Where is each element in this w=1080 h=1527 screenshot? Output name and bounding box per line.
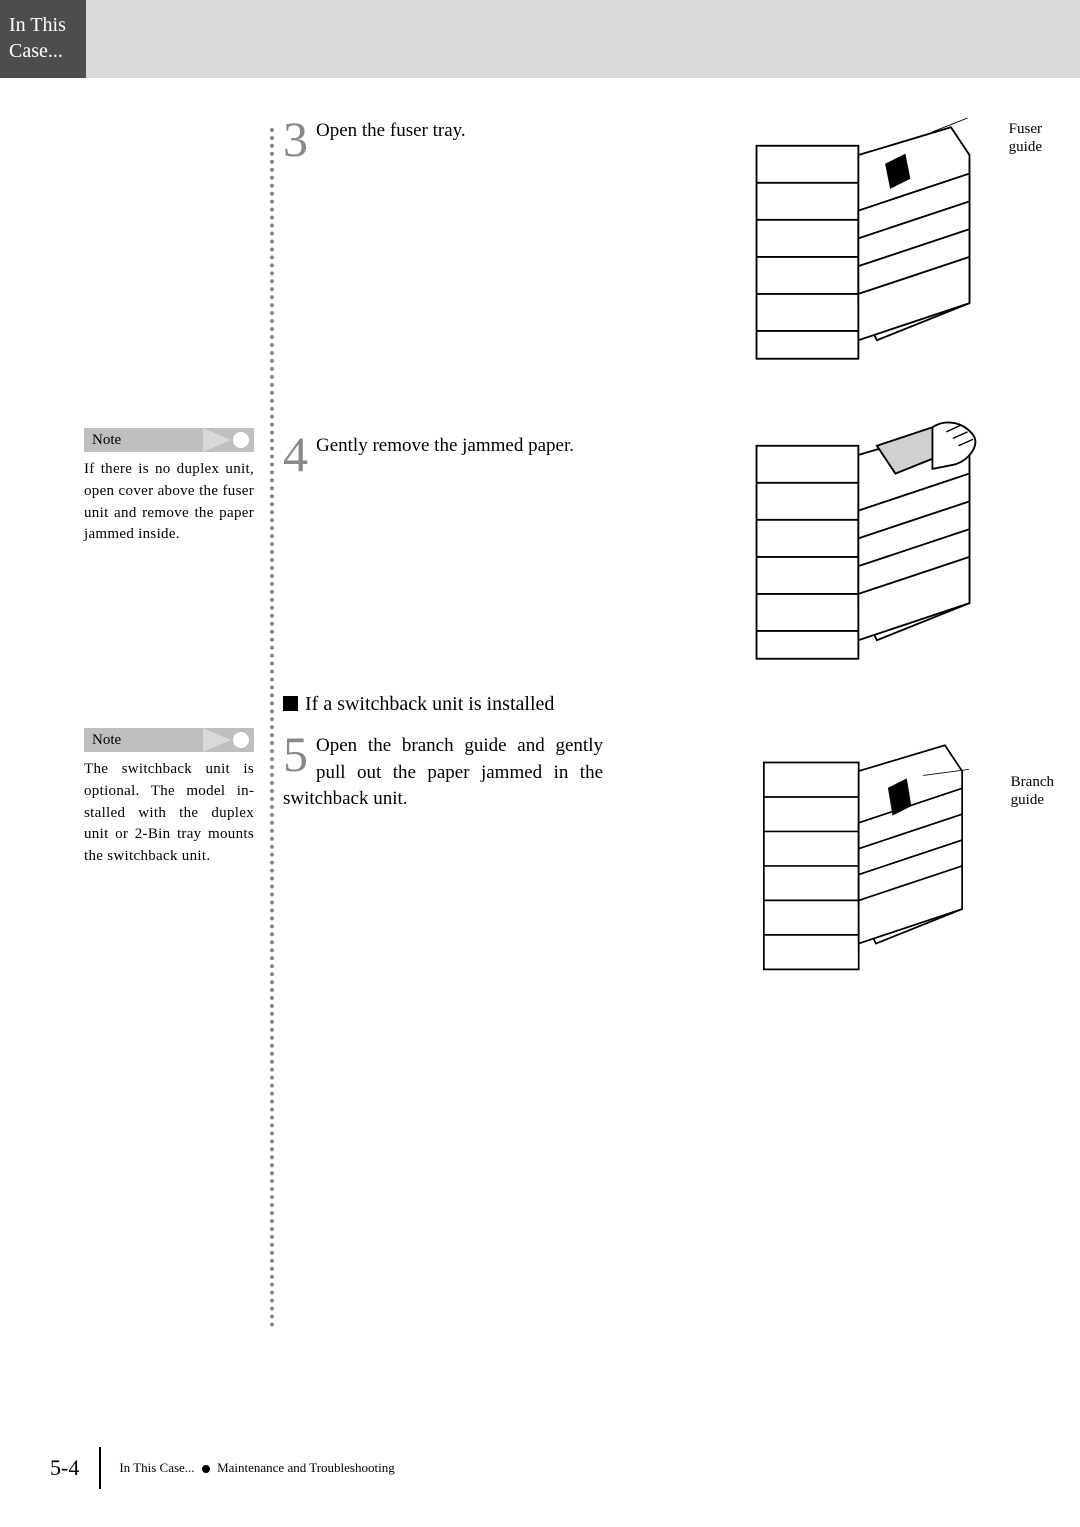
label-branch-guide: Branchguide — [1011, 773, 1054, 809]
note-header: Note — [84, 428, 254, 452]
footer-chapter: Maintenance and Troubleshooting — [217, 1460, 395, 1475]
illustration-remove-paper — [738, 418, 988, 668]
step-4: 4 Gently remove the jammed pa­per. — [283, 433, 603, 476]
illustration-fuser-tray — [738, 118, 988, 368]
label-text: Branchguide — [1011, 774, 1054, 808]
subheading-switchback: If a switchback unit is installed — [283, 693, 554, 716]
step-number: 3 — [283, 118, 308, 161]
note-box-1: Note If there is no duplex unit, open co… — [84, 428, 254, 546]
note-body: If there is no duplex unit, open cover a… — [84, 459, 254, 546]
footer-breadcrumb: In This Case... Maintenance and Troubles… — [119, 1460, 394, 1476]
step-text: Open the branch guide and gen­tly pull o… — [283, 733, 603, 813]
page-number: 5-4 — [50, 1455, 79, 1481]
step-number: 5 — [283, 733, 308, 776]
note-label: Note — [92, 732, 121, 748]
dotted-divider — [270, 128, 274, 1328]
section-tab: In This Case... — [0, 0, 86, 78]
footer-section: In This Case... — [119, 1460, 194, 1475]
label-fuser-guide: Fuserguide — [1009, 120, 1042, 156]
note-header: Note — [84, 728, 254, 752]
note-box-2: Note The switchback unit is optional. Th… — [84, 728, 254, 868]
tab-line1: In This — [9, 14, 66, 36]
label-text: Fuserguide — [1009, 121, 1042, 155]
illustration-branch-guide — [738, 728, 988, 978]
page-footer: 5-4 In This Case... Maintenance and Trou… — [50, 1447, 395, 1489]
header-bar: In This Case... — [0, 0, 1080, 78]
note-body: The switchback unit is optional. The mod… — [84, 759, 254, 868]
step-text: Open the fuser tray. — [283, 118, 603, 145]
step-number: 4 — [283, 433, 308, 476]
footer-separator — [99, 1447, 101, 1489]
bullet-icon — [202, 1465, 210, 1473]
step-5: 5 Open the branch guide and gen­tly pull… — [283, 733, 603, 813]
tab-line2: Case... — [9, 40, 63, 62]
subheading-text: If a switchback unit is installed — [305, 693, 554, 715]
step-3: 3 Open the fuser tray. — [283, 118, 603, 161]
note-label: Note — [92, 432, 121, 448]
square-bullet-icon — [283, 696, 298, 711]
step-text: Gently remove the jammed pa­per. — [283, 433, 603, 460]
